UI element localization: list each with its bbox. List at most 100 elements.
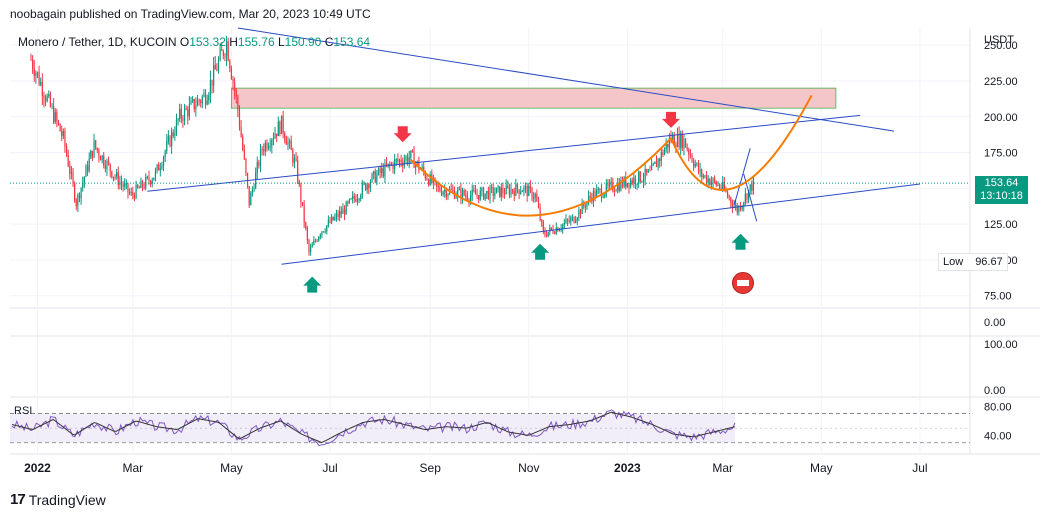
- candle-body: [387, 163, 389, 166]
- x-tick-label: 2023: [614, 461, 641, 475]
- rsi-indicator-label[interactable]: RSI: [14, 405, 33, 417]
- candle-body: [699, 169, 701, 172]
- candle-body: [608, 182, 611, 186]
- symbol-legend: Monero / Tether, 1D, KUCOIN O153.32 H155…: [18, 35, 370, 49]
- candle-body: [368, 184, 370, 188]
- pane-tick-label: 0.00: [984, 317, 1005, 329]
- candle-body: [589, 196, 591, 198]
- candle-body: [398, 159, 401, 162]
- candle-body: [70, 172, 73, 174]
- candle-body: [242, 136, 244, 150]
- y-tick-label: 250.00: [984, 40, 1018, 52]
- candle-body: [225, 41, 228, 56]
- candle-body: [735, 205, 737, 207]
- candle-body: [44, 98, 47, 102]
- candle-body: [492, 187, 494, 196]
- candle-body: [222, 50, 224, 56]
- candle-body: [736, 205, 738, 213]
- candle-body: [704, 175, 706, 177]
- candle-body: [533, 197, 535, 199]
- candle-body: [604, 193, 606, 197]
- candle-body: [104, 165, 106, 170]
- candle-body: [77, 194, 79, 207]
- candle-body: [429, 174, 431, 185]
- candle-body: [132, 192, 134, 195]
- candle-body: [69, 166, 71, 174]
- candle-body: [482, 188, 485, 200]
- candle-body: [331, 216, 333, 223]
- candle-body: [213, 65, 215, 86]
- candle-body: [479, 190, 481, 200]
- candle-body: [41, 82, 43, 96]
- candle-body: [744, 193, 746, 203]
- candle-body: [726, 191, 729, 197]
- candle-body: [263, 149, 265, 152]
- candle-body: [701, 169, 703, 177]
- candle-body: [513, 191, 515, 196]
- x-tick-label: 2022: [24, 461, 51, 475]
- candle-body: [361, 183, 363, 196]
- candle-body: [329, 220, 331, 223]
- candle-body: [413, 151, 415, 168]
- y-tick-label: 225.00: [984, 76, 1018, 88]
- resistance-zone[interactable]: [231, 87, 837, 109]
- candle-body: [282, 115, 284, 134]
- candle-body: [266, 142, 268, 149]
- candle-body: [411, 150, 414, 152]
- candle-body: [660, 151, 662, 161]
- candle-body: [128, 192, 131, 194]
- candle-body: [111, 171, 113, 178]
- bar-countdown: 13:10:18: [980, 190, 1023, 202]
- candle-body: [667, 143, 669, 148]
- candle-body: [712, 178, 714, 183]
- candle-body: [232, 78, 234, 83]
- candle-body: [224, 55, 226, 57]
- candle-body: [394, 159, 396, 169]
- candle-body: [584, 205, 586, 208]
- candle-body: [67, 155, 69, 167]
- low-label: L: [277, 35, 285, 49]
- candle-body: [486, 190, 488, 194]
- candle-body: [655, 161, 658, 167]
- candle-body: [179, 108, 181, 120]
- candle-body: [174, 133, 176, 136]
- candle-body: [473, 189, 475, 192]
- candle-body: [250, 193, 252, 206]
- low-tag-label: Low: [943, 256, 964, 268]
- candle-body: [80, 187, 82, 199]
- open-label: O: [179, 35, 190, 49]
- candle-body: [166, 141, 168, 152]
- candle-body: [558, 229, 561, 232]
- candle-body: [491, 186, 493, 188]
- candle-body: [65, 146, 68, 156]
- candle-body: [95, 140, 97, 148]
- candle-body: [505, 185, 507, 195]
- candle-body: [119, 181, 121, 185]
- candle-body: [447, 194, 449, 197]
- candle-body: [293, 158, 296, 163]
- candle-body: [392, 163, 394, 169]
- candle-body: [334, 216, 336, 221]
- candle-body: [681, 133, 683, 149]
- candle-body: [497, 186, 499, 188]
- down-arrow-icon: [393, 126, 412, 143]
- candle-body: [408, 157, 410, 163]
- candle-body: [214, 65, 216, 70]
- candle-body: [715, 181, 717, 186]
- candle-body: [739, 205, 742, 210]
- flag-stripe-icon: [737, 280, 749, 286]
- candle-body: [72, 172, 74, 184]
- candle-body: [575, 220, 577, 223]
- publish-header: noobagain published on TradingView.com, …: [10, 7, 371, 21]
- us-flag-icon[interactable]: [732, 272, 754, 294]
- candle-body: [327, 220, 329, 226]
- candle-body: [439, 186, 441, 191]
- candle-body: [651, 164, 653, 171]
- candle-body: [565, 219, 567, 223]
- candle-body: [146, 176, 148, 178]
- candle-body: [182, 118, 184, 121]
- candle-body: [369, 181, 372, 188]
- candle-body: [185, 108, 187, 110]
- candle-body: [382, 168, 384, 177]
